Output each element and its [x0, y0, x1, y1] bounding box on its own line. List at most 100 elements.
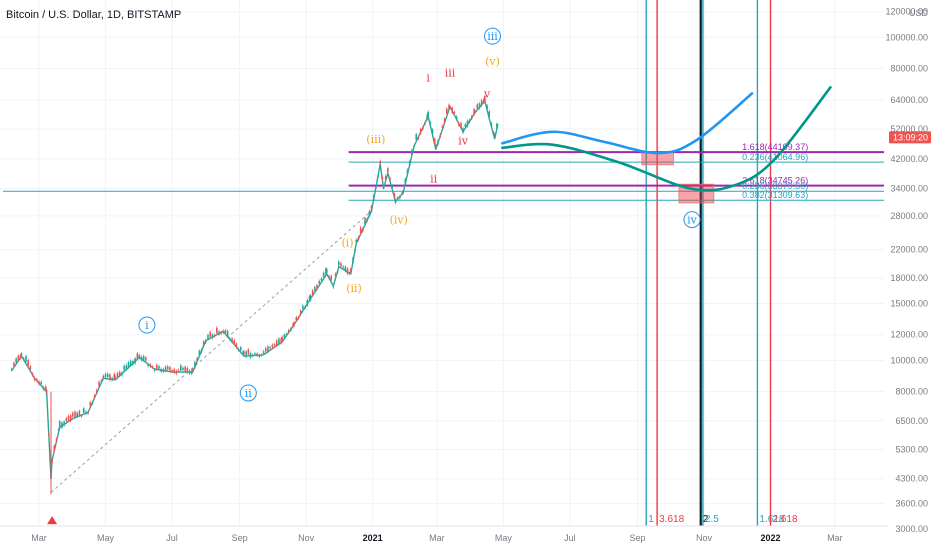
- candle-body: [488, 111, 491, 118]
- candle-body: [116, 373, 119, 378]
- candle-body: [309, 295, 312, 301]
- candle-body: [483, 99, 485, 103]
- wave-label[interactable]: iii: [487, 30, 498, 43]
- candle-body: [364, 218, 366, 224]
- candle-body: [220, 332, 222, 334]
- candle-body: [258, 355, 261, 357]
- wave-label[interactable]: ii: [430, 173, 438, 186]
- time-fib-label: 2.618: [773, 514, 798, 525]
- wave-label[interactable]: iv: [458, 135, 469, 148]
- projection-path-blue[interactable]: [501, 92, 754, 155]
- candle-body: [322, 272, 325, 277]
- time-fib-label: 3.618: [659, 514, 684, 525]
- candle-body: [71, 412, 74, 417]
- candle-body: [17, 355, 20, 361]
- candle-body: [76, 412, 78, 417]
- candle-body: [311, 290, 314, 296]
- candle-body: [411, 150, 413, 155]
- candle-body: [222, 330, 225, 333]
- price-tick-label: 6500.00: [895, 416, 928, 426]
- candle-body: [38, 381, 40, 385]
- candle-body: [204, 339, 207, 343]
- candle-body: [496, 123, 498, 129]
- candle-body: [330, 275, 333, 281]
- candle-body: [155, 364, 158, 369]
- candle-body: [293, 322, 295, 326]
- candle-body: [320, 278, 323, 281]
- candle-body: [299, 310, 302, 315]
- wave-label[interactable]: (iii): [366, 133, 385, 146]
- candle-body: [61, 422, 63, 428]
- candle-body: [393, 193, 396, 198]
- wave-label[interactable]: (v): [485, 55, 500, 68]
- candle-body: [123, 365, 125, 371]
- wave-label[interactable]: (iv): [390, 214, 408, 227]
- candle-body: [328, 276, 330, 278]
- time-tick-label: Jul: [564, 533, 576, 543]
- candle-body: [340, 263, 342, 267]
- candle-body: [471, 115, 473, 119]
- candle-body: [406, 169, 409, 174]
- candle-body: [493, 134, 496, 138]
- candle-body: [29, 366, 32, 370]
- candle-body: [490, 123, 493, 127]
- wave-circle: [683, 211, 701, 229]
- time-fib-label: 1: [648, 514, 654, 525]
- candle-body: [158, 366, 160, 369]
- price-series: [10, 94, 499, 525]
- wave-label[interactable]: ii: [245, 387, 253, 400]
- candle-body: [429, 122, 432, 125]
- candle-body: [453, 111, 456, 114]
- candle-body: [394, 199, 397, 203]
- candle-body: [466, 120, 469, 127]
- target-zone[interactable]: [641, 152, 674, 166]
- projection-path-green[interactable]: [501, 86, 832, 192]
- candle-body: [10, 368, 13, 371]
- candle-body: [233, 340, 236, 344]
- wave-label[interactable]: v: [483, 88, 491, 101]
- candle-body: [262, 351, 265, 354]
- time-fib-label: 1.618: [759, 514, 784, 525]
- wave-label[interactable]: (ii): [346, 282, 362, 295]
- candle-body: [160, 368, 162, 372]
- candle-body: [191, 368, 194, 371]
- candle-body: [27, 360, 29, 366]
- candle-body: [191, 370, 193, 374]
- price-tick-label: 4300.00: [895, 474, 928, 484]
- candle-body: [359, 227, 362, 234]
- candle-body: [134, 358, 136, 364]
- candle-body: [352, 257, 354, 263]
- candle-body: [247, 349, 250, 355]
- candle-body: [437, 140, 439, 145]
- grid: [0, 0, 884, 526]
- candle-body: [381, 176, 384, 180]
- candle-body: [354, 249, 356, 252]
- wave-circle: [138, 316, 156, 334]
- wave-label[interactable]: iii: [445, 67, 456, 80]
- wave-label[interactable]: iv: [687, 214, 698, 227]
- candle-body: [45, 390, 48, 393]
- wave-label[interactable]: i: [145, 319, 149, 332]
- candle-body: [151, 366, 154, 368]
- candle-body: [290, 328, 292, 331]
- price-tick-label: 5300.00: [895, 444, 928, 454]
- wave-label[interactable]: (i): [341, 237, 353, 250]
- trendline[interactable]: [50, 210, 372, 493]
- time-axis[interactable]: Mar May Jul Sep Nov 2021 Mar May Jul Sep Nov 2022 Ma…: [0, 525, 888, 550]
- candle-body: [297, 317, 300, 319]
- candle-body: [55, 438, 58, 442]
- fib-level-label: 0.382(31309.63): [742, 190, 808, 200]
- current-price-label: 13:09:20: [893, 132, 928, 142]
- candle-body: [175, 370, 178, 374]
- candle-body: [318, 280, 321, 284]
- candle-body: [431, 129, 434, 134]
- candle-body: [344, 266, 347, 271]
- time-tick-label: May: [495, 533, 513, 543]
- candle-body: [85, 411, 87, 414]
- wave-label[interactable]: i: [426, 71, 430, 84]
- candle-body: [226, 330, 229, 336]
- candle-body: [332, 286, 335, 288]
- candle-body: [396, 197, 399, 200]
